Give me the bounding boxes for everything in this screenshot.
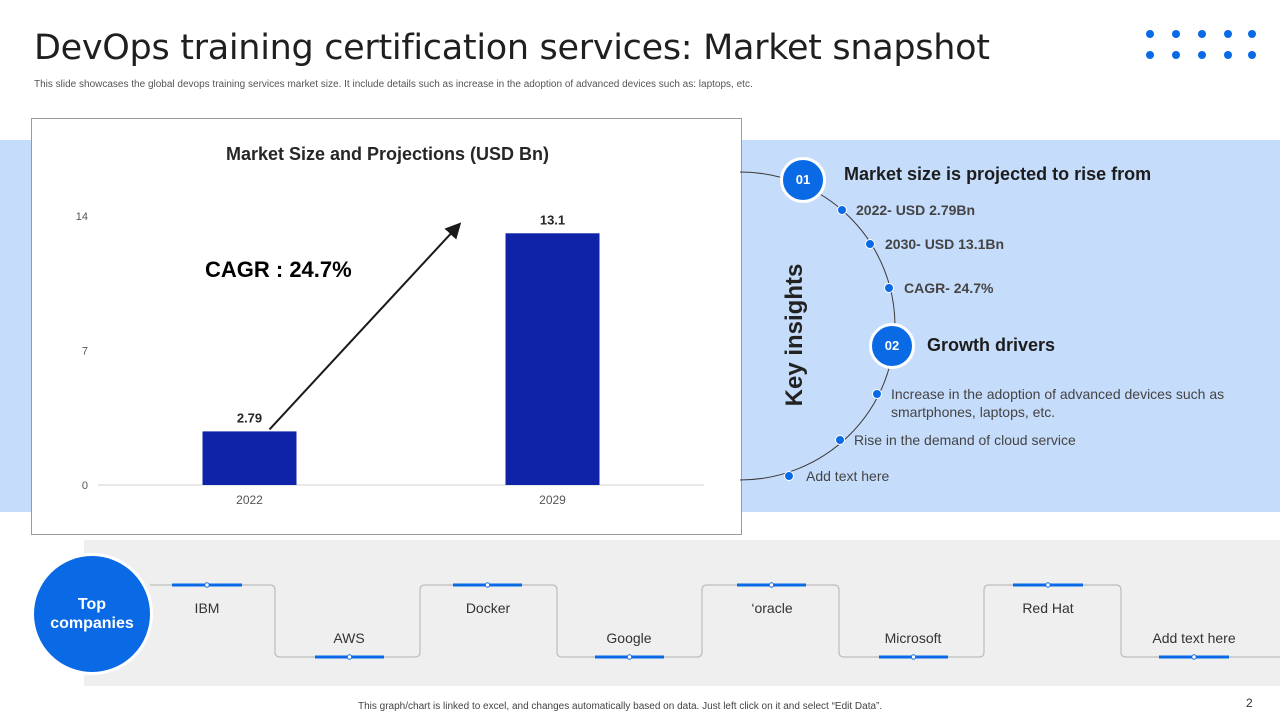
- section-number-02: 02: [869, 323, 915, 369]
- bullet-devices: Increase in the adoption of advanced dev…: [891, 386, 1225, 420]
- cagr-arrow: [268, 222, 462, 431]
- bullet-dot: [884, 283, 894, 293]
- section-heading-growth-drivers: Growth drivers: [927, 335, 1056, 355]
- bullet-dot: [872, 389, 882, 399]
- company-oracle: ‘oracle: [751, 600, 793, 616]
- connector-node: [626, 654, 633, 660]
- chart-title: Market Size and Projections (USD Bn): [225, 144, 550, 164]
- connector-node: [204, 582, 210, 588]
- bullet-cagr: CAGR- 24.7%: [904, 280, 994, 296]
- bullet-cloud: Rise in the demand of cloud service: [854, 432, 1076, 448]
- y-tick-label: 7: [82, 346, 88, 358]
- cagr-annotation: CAGR : 24.7%: [205, 257, 352, 282]
- decorative-dots: [1146, 30, 1256, 62]
- connector-node: [346, 654, 353, 660]
- x-tick-label: 2029: [539, 493, 566, 507]
- page-number: 2: [1246, 696, 1253, 710]
- companies-band: [84, 540, 1280, 686]
- bullet-add-text: Add text here: [806, 468, 890, 484]
- company-google: Google: [606, 630, 652, 646]
- top-companies-badge: Top companies: [31, 553, 153, 675]
- bar-chart: 0 7 14 2.79 2022 13.1 2029: [76, 211, 704, 507]
- connector-node: [910, 654, 917, 660]
- bullet-dot: [865, 239, 875, 249]
- footer-note: This graph/chart is linked to excel, and…: [358, 701, 883, 712]
- bullet-dot: [835, 435, 845, 445]
- section-heading-market-size: Market size is projected to rise from: [844, 164, 1152, 184]
- bullet-dot: [837, 205, 847, 215]
- company-ibm: IBM: [194, 600, 220, 616]
- company-add-text: Add text here: [1152, 630, 1236, 646]
- chart-card[interactable]: 0 7 14 2.79 2022 13.1 2029 Market Size and Pro…: [31, 118, 742, 535]
- company-aws: AWS: [333, 630, 365, 646]
- company-docker: Docker: [465, 600, 511, 616]
- connector-node: [1191, 654, 1197, 660]
- bar-2029: [505, 233, 600, 485]
- slide-subtitle: This slide showcases the global devops t…: [34, 79, 753, 90]
- connector-node: [484, 582, 491, 588]
- y-tick-label: 0: [82, 480, 88, 492]
- bar-2022: [202, 431, 297, 485]
- connector-node: [1045, 582, 1051, 588]
- connector-line: [150, 584, 1280, 658]
- y-tick-label: 14: [76, 211, 88, 223]
- bullet-dot: [784, 471, 794, 481]
- data-label: 2.79: [237, 410, 262, 425]
- bullet-2030: 2030- USD 13.1Bn: [885, 236, 1005, 252]
- section-number-01: 01: [780, 157, 826, 203]
- data-label: 13.1: [540, 212, 565, 227]
- company-microsoft: Microsoft: [884, 630, 942, 646]
- bullet-2022: 2022- USD 2.79Bn: [856, 202, 976, 218]
- company-red-hat: Red Hat: [1022, 600, 1074, 616]
- x-tick-label: 2022: [236, 493, 263, 507]
- slide-title: DevOps training certification services: …: [34, 28, 990, 68]
- connector-node: [768, 582, 775, 588]
